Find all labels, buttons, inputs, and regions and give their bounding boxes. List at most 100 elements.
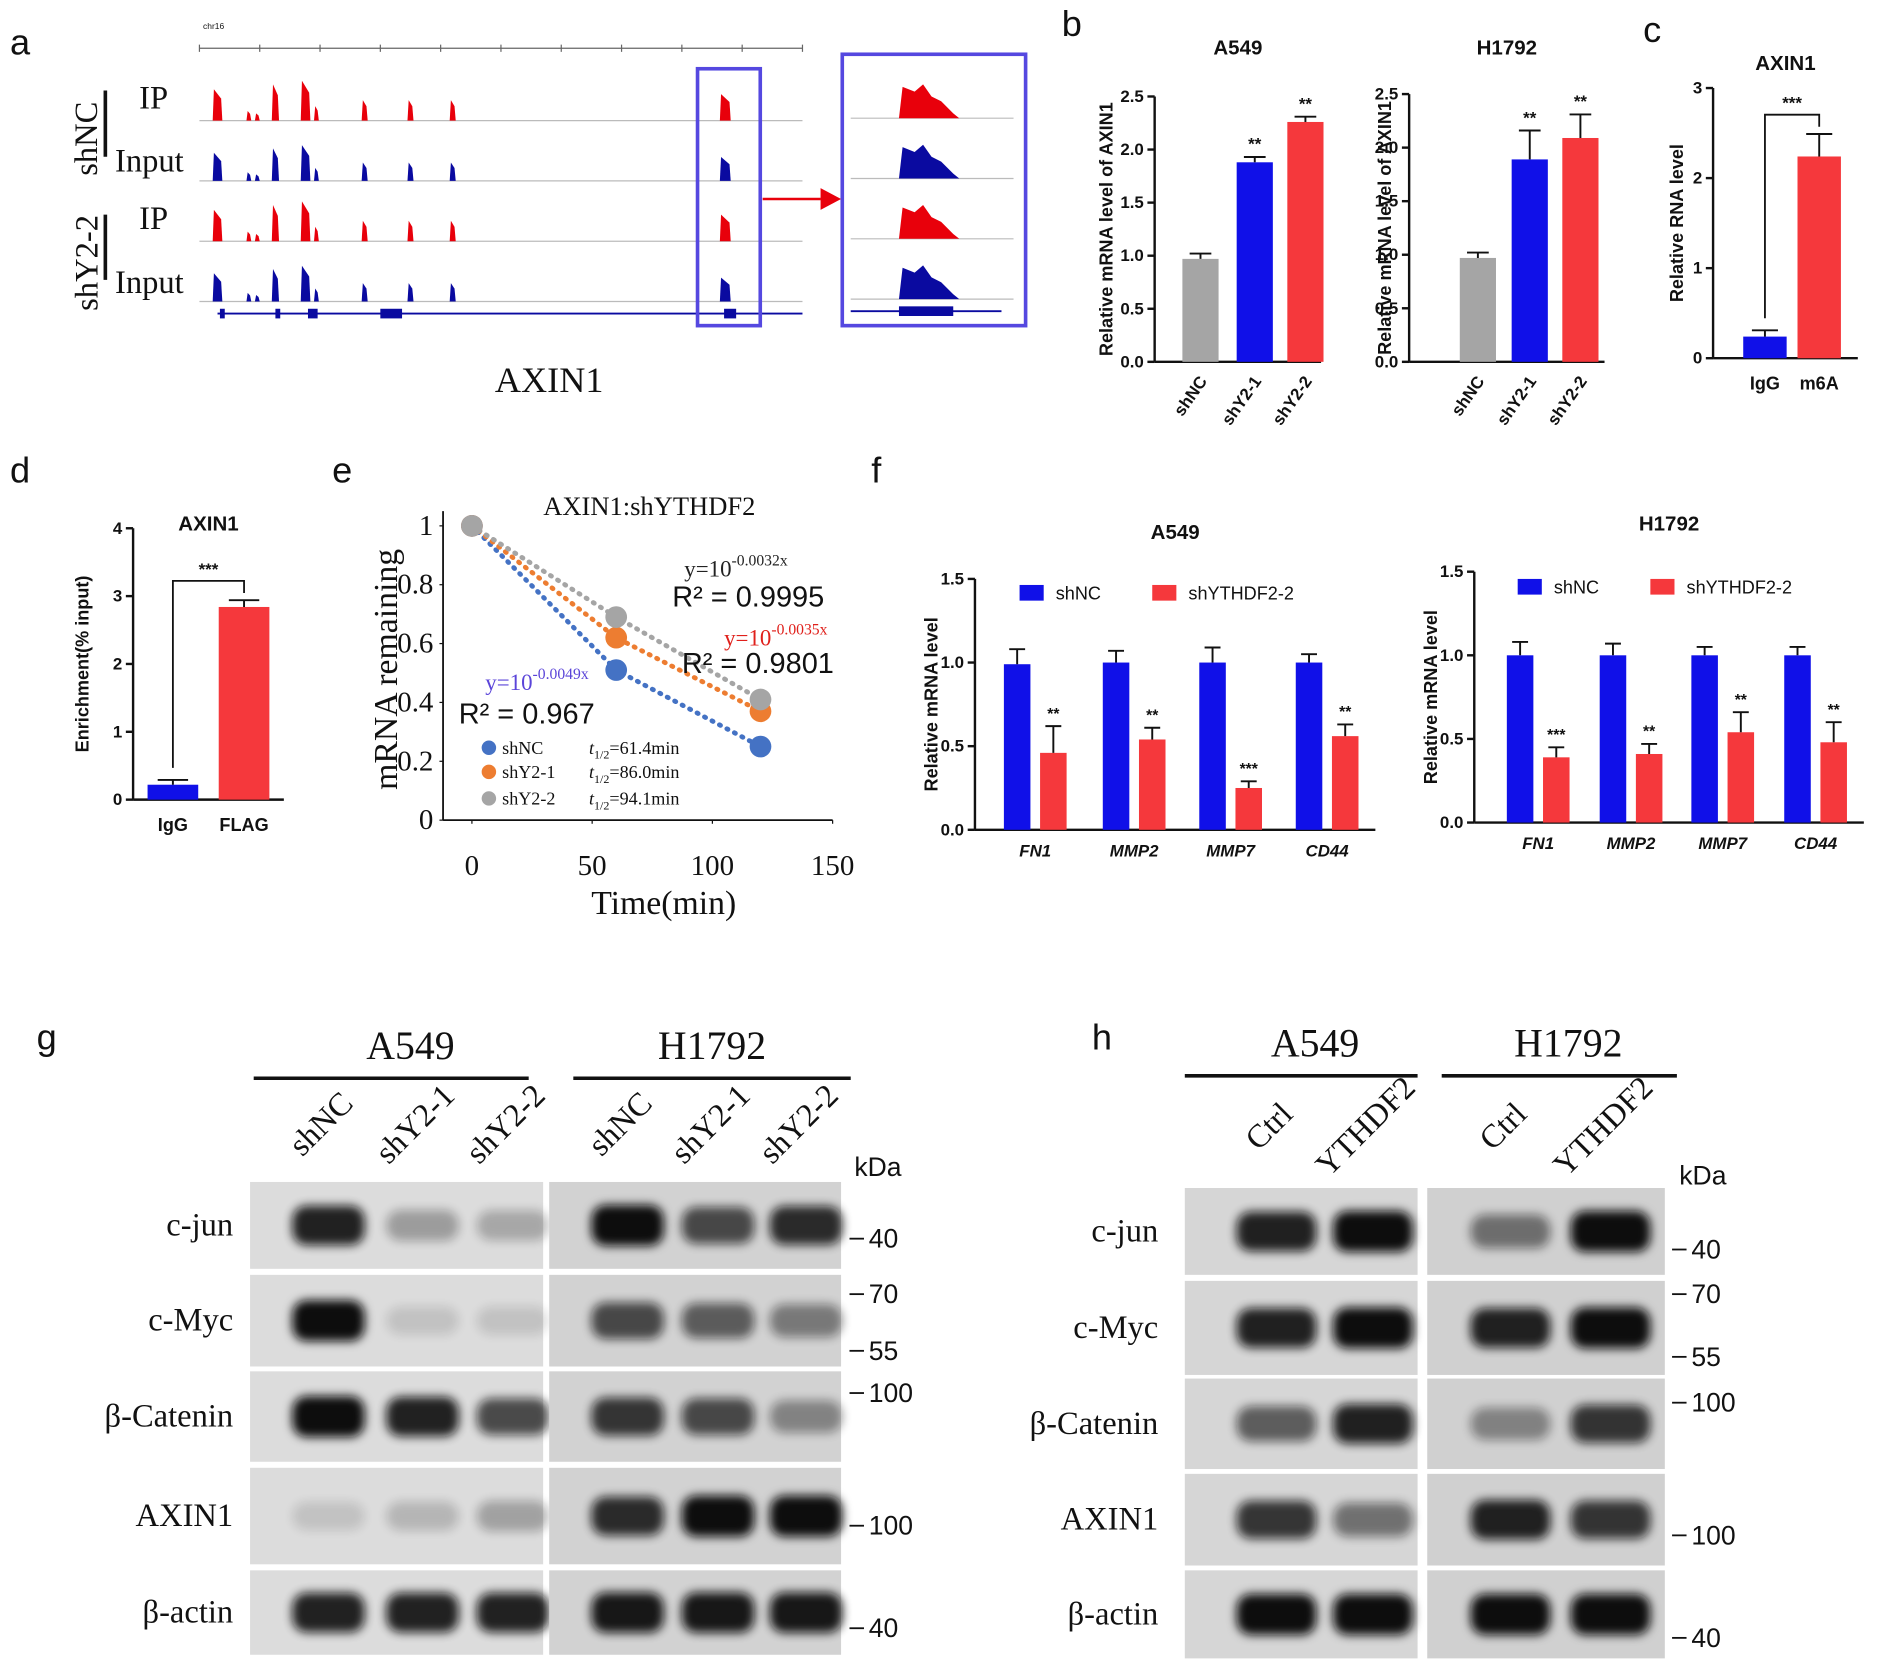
comparison-bracket xyxy=(1764,113,1821,319)
track-peak xyxy=(254,113,260,121)
y-axis-label: Enrichment(% input) xyxy=(72,576,92,753)
track-peak xyxy=(212,89,223,121)
protein-label: c-Myc xyxy=(1073,1310,1158,1346)
blot-band xyxy=(1570,1593,1651,1635)
chart-title: H1792 xyxy=(1477,36,1537,59)
bar xyxy=(1182,258,1219,362)
y-tick-label: 4 xyxy=(113,519,123,538)
track-peak xyxy=(314,288,319,302)
y-tick-label: 0.6 xyxy=(397,628,433,660)
half-life-symbol: t xyxy=(589,738,595,758)
y-tick-label: 2.0 xyxy=(1120,140,1143,159)
equation: y=10-0.0032x xyxy=(684,553,788,582)
panel-label: a xyxy=(10,21,31,62)
comparison-label: *** xyxy=(1782,94,1802,113)
bar xyxy=(1003,664,1031,830)
x-tick-label: MMP2 xyxy=(1607,834,1656,853)
track-peak xyxy=(719,94,731,121)
track-peak xyxy=(212,209,223,242)
track-peak xyxy=(361,162,368,181)
blot-band xyxy=(386,1396,459,1437)
y-tick-label: 0.0 xyxy=(941,820,964,839)
legend-label: shNC xyxy=(502,738,543,758)
chromosome-label: chr16 xyxy=(203,21,224,31)
y-tick-label: 1.5 xyxy=(1440,562,1463,581)
track-peak xyxy=(719,157,731,181)
y-tick-label: 1.5 xyxy=(1120,193,1143,212)
y-tick-label: 0.8 xyxy=(397,569,433,601)
legend-marker xyxy=(481,740,497,756)
protein-label: c-jun xyxy=(1091,1213,1158,1249)
trend-line xyxy=(469,523,763,714)
significance: ** xyxy=(1523,108,1537,127)
bar xyxy=(1562,137,1599,362)
bar xyxy=(1543,757,1570,823)
blot-band xyxy=(1333,1593,1413,1635)
bar xyxy=(1599,655,1627,823)
y-tick-label: 0.0 xyxy=(1440,813,1463,832)
error-bar xyxy=(1467,251,1489,258)
blot-band xyxy=(1470,1308,1551,1348)
blot-band xyxy=(769,1592,843,1633)
blot-band xyxy=(1333,1404,1413,1444)
legend-marker xyxy=(481,764,497,780)
blot-band xyxy=(386,1306,459,1335)
track-peak xyxy=(271,205,280,242)
track-peak xyxy=(361,220,368,242)
x-tick-label: 150 xyxy=(811,850,854,882)
panel-label: g xyxy=(37,1016,57,1057)
track-peak xyxy=(300,201,311,242)
error-bar xyxy=(1825,721,1842,743)
group-label: shNC xyxy=(69,102,105,176)
gene-label: AXIN1 xyxy=(495,360,604,400)
error-bar xyxy=(1751,329,1778,337)
blot-band xyxy=(1236,1406,1317,1442)
bar xyxy=(1797,156,1841,359)
blot-band xyxy=(1470,1499,1551,1540)
x-tick-label: FN1 xyxy=(1522,834,1554,853)
legend-label: shNC xyxy=(1554,577,1599,597)
zoom-gene-exon xyxy=(898,306,954,316)
marker-label: 70 xyxy=(869,1279,899,1309)
bar xyxy=(1287,121,1324,362)
track-peak xyxy=(300,145,311,181)
blot-band xyxy=(1570,1404,1651,1443)
half-life-text: =94.1min xyxy=(609,788,679,808)
protein-label: c-Myc xyxy=(148,1303,233,1339)
blot-band xyxy=(292,1592,365,1633)
track-peak xyxy=(407,162,414,181)
blot-band xyxy=(769,1304,843,1338)
data-point xyxy=(749,735,772,758)
track-peak xyxy=(271,268,280,302)
y-tick-label: 0.5 xyxy=(941,737,964,756)
marker-label: 100 xyxy=(869,1378,913,1408)
y-tick-label: 2.5 xyxy=(1120,87,1143,106)
equation: y=10-0.0035x xyxy=(724,621,828,650)
cell-line-label: H1792 xyxy=(1514,1022,1622,1066)
blot-band xyxy=(1570,1210,1651,1252)
error-bar xyxy=(1144,726,1161,740)
blot-band xyxy=(292,1300,365,1342)
bar xyxy=(1138,739,1166,830)
y-tick-label: 3 xyxy=(113,587,122,606)
blot-band xyxy=(1236,1500,1317,1539)
x-tick-label: FN1 xyxy=(1019,841,1051,860)
blot-band xyxy=(292,1205,365,1246)
error-bar xyxy=(1605,642,1621,656)
blot-band xyxy=(386,1501,459,1531)
chart-title: AXIN1 xyxy=(178,513,238,536)
bar xyxy=(1727,732,1755,823)
bar xyxy=(1743,336,1787,359)
x-tick-label: CD44 xyxy=(1306,841,1350,860)
track-peak xyxy=(246,231,252,242)
blot-band xyxy=(591,1592,664,1633)
gene-exon xyxy=(724,308,737,319)
error-bar xyxy=(1294,115,1317,122)
track-label: IP xyxy=(139,81,168,117)
data-point xyxy=(605,626,628,649)
panel-label: b xyxy=(1062,3,1082,44)
y-tick-label: 1 xyxy=(1693,259,1702,278)
significance: ** xyxy=(1047,706,1060,723)
half-life-text: =61.4min xyxy=(609,738,679,758)
blot-band xyxy=(591,1397,664,1436)
